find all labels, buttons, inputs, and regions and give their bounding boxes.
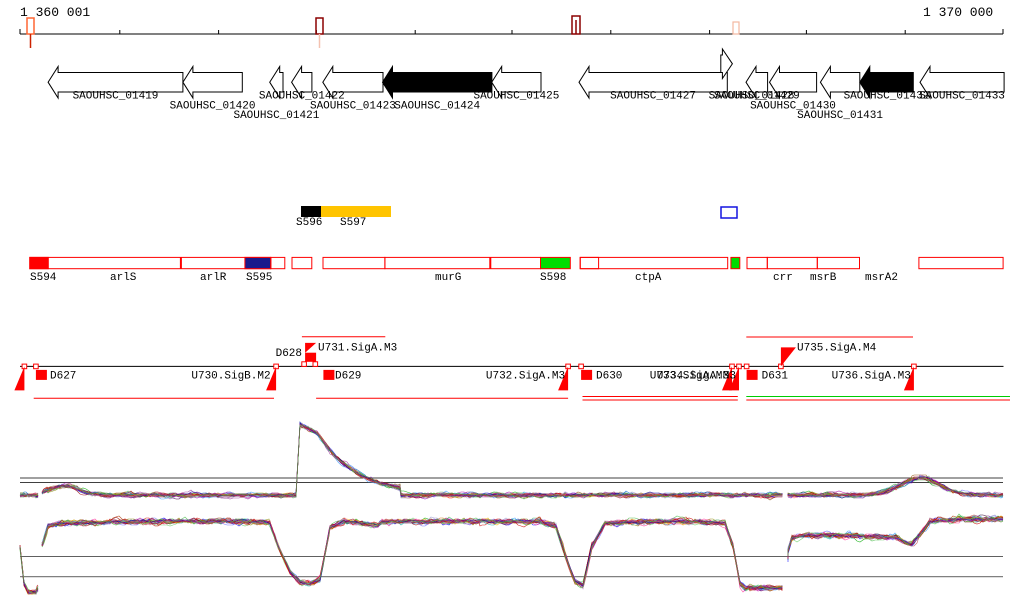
svg-text:msrB: msrB xyxy=(810,272,837,284)
svg-text:ctpA: ctpA xyxy=(635,272,662,284)
svg-text:SAOUHSC_01425: SAOUHSC_01425 xyxy=(473,91,559,103)
svg-text:msrA2: msrA2 xyxy=(865,272,898,284)
svg-text:SAOUHSC_01421: SAOUHSC_01421 xyxy=(233,110,319,122)
svg-text:SAOUHSC_01431: SAOUHSC_01431 xyxy=(797,110,883,122)
svg-text:arlS: arlS xyxy=(110,272,137,284)
svg-text:S598: S598 xyxy=(540,272,566,284)
svg-text:SAOUHSC_01424: SAOUHSC_01424 xyxy=(394,100,480,112)
svg-text:U736.SigA.M3: U736.SigA.M3 xyxy=(832,371,911,383)
svg-text:SAOUHSC_01433: SAOUHSC_01433 xyxy=(919,91,1005,103)
svg-text:S595: S595 xyxy=(246,272,272,284)
svg-text:U735.SigA.M4: U735.SigA.M4 xyxy=(797,342,877,354)
svg-text:D628: D628 xyxy=(276,348,302,360)
svg-text:arlR: arlR xyxy=(200,272,227,284)
svg-text:D631: D631 xyxy=(762,371,789,383)
svg-text:SAOUHSC_01423: SAOUHSC_01423 xyxy=(310,100,396,112)
svg-text:U734.SigA.M3: U734.SigA.M3 xyxy=(657,371,736,383)
svg-text:SAOUHSC_01432: SAOUHSC_01432 xyxy=(844,91,930,103)
svg-text:SAOUHSC_01427: SAOUHSC_01427 xyxy=(610,91,696,103)
svg-text:U731.SigA.M3: U731.SigA.M3 xyxy=(318,342,397,354)
svg-text:murG: murG xyxy=(435,272,461,284)
svg-text:U732.SigA.M3: U732.SigA.M3 xyxy=(486,371,565,383)
svg-text:SAOUHSC_01428: SAOUHSC_01428 xyxy=(709,91,795,103)
svg-text:D629: D629 xyxy=(335,371,361,383)
svg-text:SAOUHSC_01419: SAOUHSC_01419 xyxy=(73,91,159,103)
svg-text:S596: S596 xyxy=(296,217,322,229)
svg-text:crr: crr xyxy=(773,272,793,284)
svg-text:S597: S597 xyxy=(340,217,366,229)
svg-text:D630: D630 xyxy=(596,371,622,383)
svg-text:U730.SigB.M2: U730.SigB.M2 xyxy=(191,371,270,383)
svg-text:S594: S594 xyxy=(30,272,57,284)
svg-text:1 370 000: 1 370 000 xyxy=(923,5,993,20)
svg-text:D627: D627 xyxy=(50,371,76,383)
